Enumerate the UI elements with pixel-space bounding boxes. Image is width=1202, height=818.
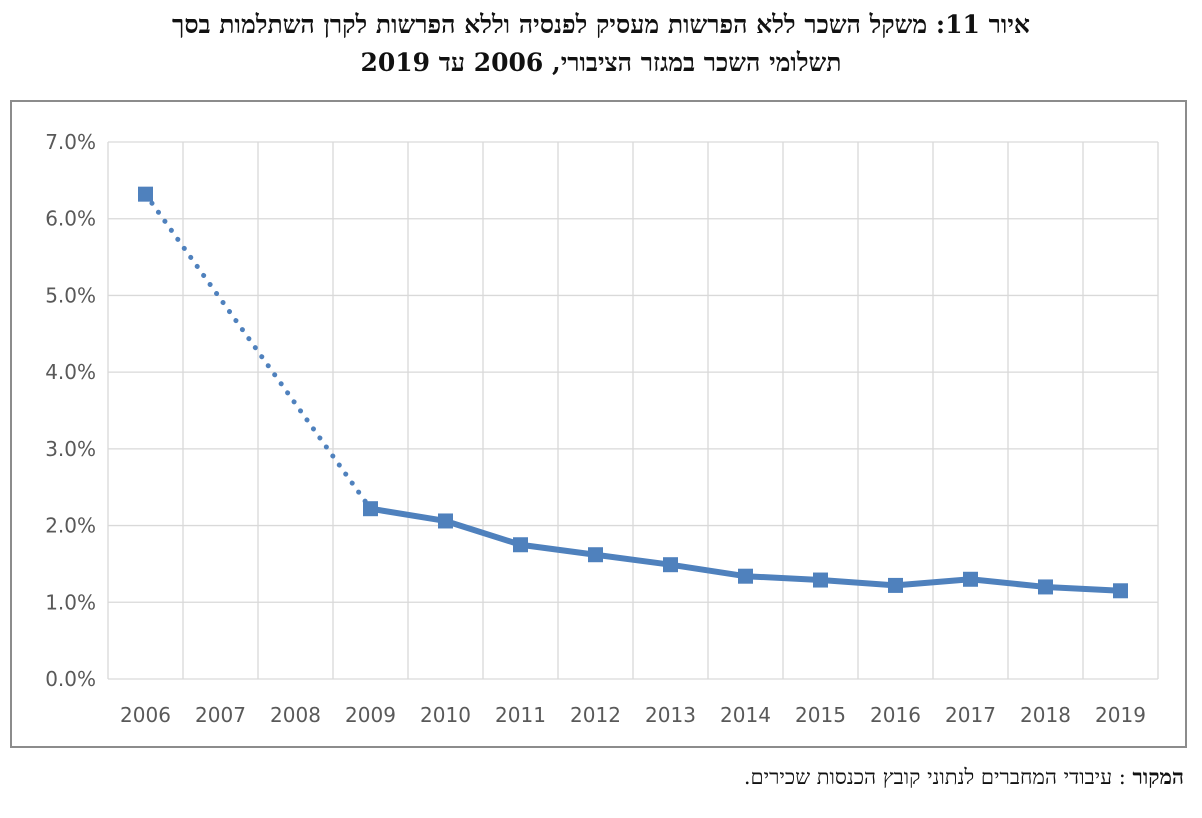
data-point-marker	[1038, 579, 1053, 595]
x-tick-label: 2016	[870, 703, 921, 727]
y-tick-label: 4.0%	[45, 360, 96, 384]
source-separator: :	[1118, 765, 1126, 789]
x-tick-label: 2010	[420, 703, 471, 727]
data-point-marker	[588, 547, 603, 563]
y-tick-label: 1.0%	[45, 590, 96, 614]
y-tick-label: 7.0%	[45, 130, 96, 154]
grid-lines	[107, 141, 1159, 680]
series-line-segment	[892, 576, 974, 589]
data-point-marker	[138, 186, 153, 202]
data-point-marker	[438, 513, 453, 529]
data-point-marker	[363, 501, 378, 517]
x-tick-label: 2012	[570, 703, 621, 727]
series-lines	[143, 191, 1124, 594]
chart-frame: 0.0% 1.0% 2.0% 3.0% 4.0% 5.0% 6.0% 7.0% 2006 200…	[10, 100, 1187, 748]
x-tick-label: 2008	[270, 703, 321, 727]
x-tick-label: 2018	[1020, 703, 1071, 727]
series-line-segment	[667, 561, 749, 580]
x-tick-label: 2011	[495, 703, 546, 727]
source-note: המקור : עיבודי המחברים לנתוני קובץ הכנסו…	[744, 764, 1184, 790]
chart-title: איור 11: משקל השכר ללא הפרשות מעסיק לפנס…	[20, 6, 1182, 82]
series-line-segment	[742, 573, 824, 584]
y-tick-label: 6.0%	[45, 207, 96, 231]
y-tick-label: 0.0%	[45, 667, 96, 691]
source-label: המקור	[1132, 764, 1184, 789]
series-line-segment	[367, 505, 449, 524]
series-dotted-segment	[143, 191, 373, 512]
chart-title-line-2: תשלומי השכר במגזר הציבורי, 2006 עד 2019	[360, 48, 842, 77]
series-markers	[138, 186, 1128, 599]
data-point-marker	[738, 568, 753, 584]
chart-title-line-1: איור 11: משקל השכר ללא הפרשות מעסיק לפנס…	[172, 10, 1030, 39]
data-point-marker	[888, 577, 903, 593]
x-tick-label: 2017	[945, 703, 996, 727]
data-point-marker	[663, 557, 678, 573]
x-axis-tick-labels: 2006 2007 2008 2009 2010 2011 2012 2013 2014 2015…	[120, 703, 1146, 727]
x-tick-label: 2013	[645, 703, 696, 727]
x-tick-label: 2009	[345, 703, 396, 727]
x-tick-label: 2014	[720, 703, 771, 727]
data-point-marker	[513, 537, 528, 553]
data-point-marker	[813, 572, 828, 588]
series-line-segment	[817, 577, 899, 589]
x-tick-label: 2006	[120, 703, 171, 727]
y-tick-label: 5.0%	[45, 283, 96, 307]
x-tick-label: 2007	[195, 703, 246, 727]
series-line-segment	[442, 517, 524, 548]
data-point-marker	[1113, 583, 1128, 599]
y-tick-label: 3.0%	[45, 437, 96, 461]
x-tick-label: 2019	[1095, 703, 1146, 727]
series-line-segment	[967, 576, 1049, 590]
series-line-segment	[592, 551, 674, 568]
source-text: עיבודי המחברים לנתוני קובץ הכנסות שכירים…	[743, 765, 1113, 789]
y-axis-tick-labels: 0.0% 1.0% 2.0% 3.0% 4.0% 5.0% 6.0% 7.0%	[45, 130, 96, 691]
series-line-segment	[517, 541, 599, 558]
x-tick-label: 2015	[795, 703, 846, 727]
line-chart: 0.0%1.0%2.0%3.0%4.0%5.0%6.0%7.0% 2006 200…	[45, 130, 1159, 727]
y-tick-label: 2.0%	[45, 514, 96, 538]
data-point-marker	[963, 571, 978, 587]
series-line-segment	[1042, 583, 1124, 594]
